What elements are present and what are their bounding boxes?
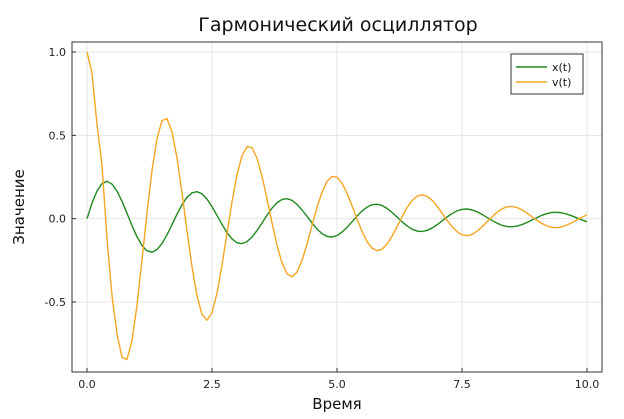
grid	[72, 42, 602, 372]
x-tick-label: 2.5	[203, 378, 221, 391]
x-tick-label: 7.5	[453, 378, 471, 391]
legend-label: v(t)	[552, 76, 571, 89]
series-layer	[86, 51, 588, 361]
axis-ticks: 0.0 2.5 5.0 7.5 10.0 -0.5 0.0 0.5 1.0	[45, 46, 600, 391]
x-tick-label: 5.0	[328, 378, 346, 391]
x-axis-label: Время	[312, 395, 361, 413]
series-line-x	[86, 180, 588, 253]
y-tick-label: 1.0	[49, 46, 67, 59]
y-tick-label: 0.0	[49, 213, 67, 226]
y-axis-label: Значение	[10, 169, 28, 245]
legend-box	[510, 53, 584, 95]
y-tick-label: -0.5	[45, 296, 66, 309]
legend: x(t) v(t)	[510, 53, 584, 95]
series-line-v	[86, 51, 588, 361]
x-tick-label: 0.0	[78, 378, 96, 391]
legend-label: x(t)	[552, 61, 571, 74]
chart-title: Гармонический осциллятор	[198, 14, 477, 36]
y-tick-label: 0.5	[49, 129, 67, 142]
x-tick-label: 10.0	[575, 378, 600, 391]
